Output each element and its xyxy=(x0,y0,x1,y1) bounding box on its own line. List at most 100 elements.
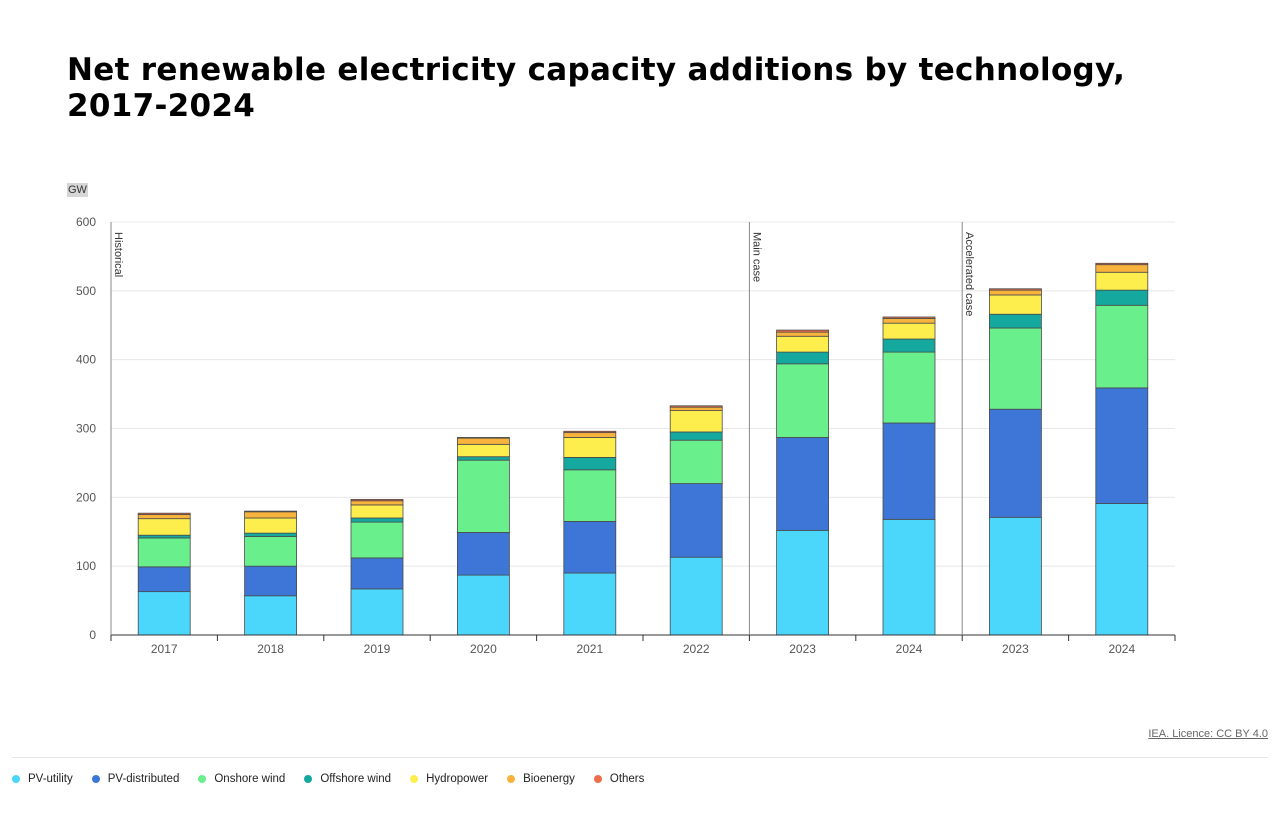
bar-segment-bioenergy[interactable] xyxy=(563,432,617,438)
bar-segment-others[interactable] xyxy=(137,512,191,515)
bar-segment-pv-distributed[interactable] xyxy=(563,521,617,574)
bar-segment-hydropower[interactable] xyxy=(137,518,191,536)
legend-swatch xyxy=(12,775,20,783)
bar-segment-offshore-wind[interactable] xyxy=(350,517,404,523)
bar-segment-pv-distributed[interactable] xyxy=(989,408,1042,518)
bar-segment-hydropower[interactable] xyxy=(669,410,723,433)
bar-segment-others[interactable] xyxy=(563,430,617,434)
legend-item[interactable]: Hydropower xyxy=(410,773,488,785)
bar-segment-offshore-wind[interactable] xyxy=(776,351,829,365)
bar-segment-bioenergy[interactable] xyxy=(456,437,510,445)
bar-segment-hydropower[interactable] xyxy=(989,294,1042,315)
bar-segment-hydropower[interactable] xyxy=(1095,271,1149,291)
bar-segment-hydropower[interactable] xyxy=(456,443,510,458)
legend-swatch xyxy=(198,775,207,783)
bar-segment-bioenergy[interactable] xyxy=(244,511,298,519)
bar-segment-bioenergy[interactable] xyxy=(669,406,723,412)
axes: 0 100 200 300 400 500 600 2017 2018 2019 2020 2021 2… xyxy=(76,215,1176,656)
bar-segment-bioenergy[interactable] xyxy=(989,289,1042,296)
bar-segment-bioenergy[interactable] xyxy=(882,317,936,324)
legend-swatch xyxy=(304,775,313,783)
bar-segment-pv-utility[interactable] xyxy=(776,529,829,636)
y-tick-label: 600 xyxy=(76,215,96,229)
bars xyxy=(137,262,1149,636)
y-tick-label: 500 xyxy=(76,284,96,298)
bar-segment-pv-utility[interactable] xyxy=(669,556,723,636)
bar-segment-onshore-wind[interactable] xyxy=(350,521,404,559)
bar-segment-onshore-wind[interactable] xyxy=(776,363,829,438)
bar-segment-onshore-wind[interactable] xyxy=(244,536,298,567)
bar-segment-offshore-wind[interactable] xyxy=(882,338,936,353)
bar-segment-pv-utility[interactable] xyxy=(244,595,298,636)
bar-segment-others[interactable] xyxy=(669,405,723,408)
bar-segment-offshore-wind[interactable] xyxy=(137,534,191,539)
y-tick-label: 400 xyxy=(76,353,96,367)
x-tick-label: 2024 xyxy=(1108,642,1135,656)
bar-segment-hydropower[interactable] xyxy=(563,437,617,458)
bar-segment-onshore-wind[interactable] xyxy=(989,327,1042,410)
bar-segment-onshore-wind[interactable] xyxy=(137,537,191,568)
bar-segment-offshore-wind[interactable] xyxy=(1095,289,1149,306)
legend-item[interactable]: Others xyxy=(593,773,644,785)
section-label: Historical xyxy=(112,232,124,277)
bar-segment-pv-utility[interactable] xyxy=(137,591,191,636)
bar-segment-others[interactable] xyxy=(776,329,829,333)
legend-divider xyxy=(12,757,1268,758)
legend-swatch xyxy=(410,775,419,783)
bar-segment-offshore-wind[interactable] xyxy=(669,431,723,441)
bar-segment-onshore-wind[interactable] xyxy=(456,459,510,533)
bar-segment-bioenergy[interactable] xyxy=(137,514,191,520)
y-tick-label: 200 xyxy=(76,490,96,504)
bar-segment-offshore-wind[interactable] xyxy=(563,457,617,471)
bar-segment-bioenergy[interactable] xyxy=(1095,264,1149,273)
bar-segment-pv-distributed[interactable] xyxy=(1095,387,1149,504)
bar-segment-others[interactable] xyxy=(1095,262,1149,266)
bar-segment-onshore-wind[interactable] xyxy=(882,351,936,424)
bar-segment-pv-utility[interactable] xyxy=(350,588,404,636)
bar-segment-pv-utility[interactable] xyxy=(882,518,936,636)
y-tick-label: 0 xyxy=(89,628,96,642)
bar-segment-hydropower[interactable] xyxy=(350,504,404,519)
x-tick-label: 2018 xyxy=(257,642,284,656)
bar-segment-pv-distributed[interactable] xyxy=(244,565,298,597)
bar-segment-others[interactable] xyxy=(456,437,510,439)
bar-segment-pv-distributed[interactable] xyxy=(350,557,404,590)
bar-segment-pv-utility[interactable] xyxy=(989,516,1042,636)
bar-segment-pv-distributed[interactable] xyxy=(137,566,191,593)
legend-label: PV-utility xyxy=(28,773,73,785)
source-licence-link[interactable]: IEA. Licence: CC BY 4.0 xyxy=(1148,728,1268,740)
bar-segment-pv-utility[interactable] xyxy=(1095,503,1149,636)
y-tick-label: 300 xyxy=(76,422,96,436)
bar-segment-others[interactable] xyxy=(882,316,936,319)
bar-segment-onshore-wind[interactable] xyxy=(1095,304,1149,389)
legend-item[interactable]: Bioenergy xyxy=(507,773,575,785)
bar-segment-pv-distributed[interactable] xyxy=(456,532,510,576)
bar-segment-bioenergy[interactable] xyxy=(776,331,829,337)
section-label: Accelerated case xyxy=(963,232,975,316)
bar-segment-pv-utility[interactable] xyxy=(456,574,510,636)
y-tick-label: 100 xyxy=(76,559,96,573)
legend-item[interactable]: PV-distributed xyxy=(91,773,179,785)
x-tick-label: 2017 xyxy=(151,642,178,656)
bar-segment-onshore-wind[interactable] xyxy=(669,439,723,484)
bar-segment-offshore-wind[interactable] xyxy=(989,313,1042,329)
bar-segment-bioenergy[interactable] xyxy=(350,500,404,506)
bar-segment-offshore-wind[interactable] xyxy=(244,532,298,537)
bar-segment-others[interactable] xyxy=(350,498,404,502)
stacked-bar-chart: 0 100 200 300 400 500 600 2017 2018 2019 2020 2021 2… xyxy=(76,215,1176,656)
bar-segment-offshore-wind[interactable] xyxy=(456,456,510,461)
legend-item[interactable]: Offshore wind xyxy=(304,773,391,785)
bar-segment-onshore-wind[interactable] xyxy=(563,469,617,522)
legend-item[interactable]: PV-utility xyxy=(12,773,73,785)
bar-segment-hydropower[interactable] xyxy=(244,517,298,534)
bar-segment-pv-distributed[interactable] xyxy=(776,437,829,531)
bar-segment-pv-distributed[interactable] xyxy=(882,422,936,520)
bar-segment-pv-distributed[interactable] xyxy=(669,483,723,558)
bar-segment-hydropower[interactable] xyxy=(776,335,829,353)
legend-item[interactable]: Onshore wind xyxy=(198,773,285,785)
x-tick-label: 2021 xyxy=(576,642,603,656)
bar-segment-hydropower[interactable] xyxy=(882,322,936,340)
bar-segment-pv-utility[interactable] xyxy=(563,572,617,636)
bar-segment-others[interactable] xyxy=(989,288,1042,291)
bar-segment-others[interactable] xyxy=(244,510,298,513)
